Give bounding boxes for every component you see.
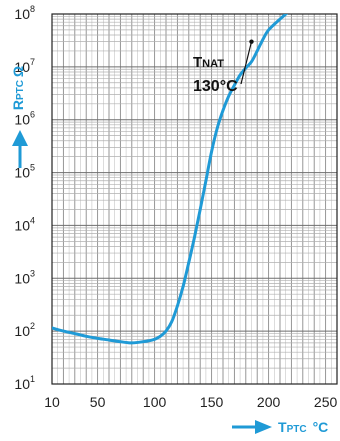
y-tick-exponent: 6 [30,110,35,120]
x-axis-title-group: TPTC °C [232,419,328,435]
x-axis-title-sub: PTC [287,424,307,435]
annotation-label-line2: 130°C [193,78,238,95]
x-axis-title: TPTC °C [278,419,328,435]
annotation-sub: NAT [202,58,224,70]
y-tick-label: 101 [14,374,35,392]
annotation-label-line1: TNAT [193,54,224,71]
resistance-curve [52,14,289,345]
plot-frame [51,13,338,385]
y-tick-exponent: 2 [30,321,35,331]
y-tick-label: 108 [14,4,35,22]
y-tick-base: 10 [14,165,30,181]
annotation-leader-line [240,41,253,85]
y-tick-exponent: 8 [30,4,35,14]
y-tick-base: 10 [14,217,30,233]
y-tick-exponent: 3 [30,268,35,278]
y-tick-base: 10 [14,270,30,286]
y-tick-label: 107 [14,57,35,75]
tnat-annotation: TNAT 130°C [193,39,254,95]
y-tick-base: 10 [14,6,30,22]
x-axis-title-unit: °C [313,419,329,435]
x-tick-label: 50 [90,394,106,410]
y-axis-title-unit: Ω [10,66,26,77]
x-tick-labels: 10 50 100 150 200 250 [44,394,337,410]
x-tick-label: 250 [314,394,338,410]
y-tick-base: 10 [14,323,30,339]
y-tick-label: 102 [14,321,35,339]
y-axis-arrow-head [12,130,28,146]
grid-lines [51,14,338,385]
y-axis-title: RPTC Ω [10,66,26,110]
x-tick-label: 10 [44,394,60,410]
annotation-main: T [193,54,202,71]
x-axis-arrow-head [255,420,272,434]
y-tick-label: 106 [14,110,35,128]
x-tick-label: 200 [257,394,281,410]
y-tick-exponent: 4 [30,215,35,225]
y-axis-title-sub: PTC [15,80,26,100]
y-tick-exponent: 1 [30,374,35,384]
y-axis-title-main: R [10,100,26,110]
x-axis-title-main: T [278,419,287,435]
x-tick-label: 100 [143,394,167,410]
y-axis-title-group: RPTC Ω [10,66,28,168]
x-tick-label: 150 [200,394,224,410]
y-tick-exponent: 7 [30,57,35,67]
y-tick-label: 103 [14,268,35,286]
y-tick-label: 104 [14,215,35,233]
y-tick-base: 10 [14,376,30,392]
y-tick-base: 10 [14,59,30,75]
annotation-point [249,39,254,44]
y-tick-exponent: 5 [30,163,35,173]
y-tick-label: 105 [14,163,35,181]
y-tick-base: 10 [14,112,30,128]
